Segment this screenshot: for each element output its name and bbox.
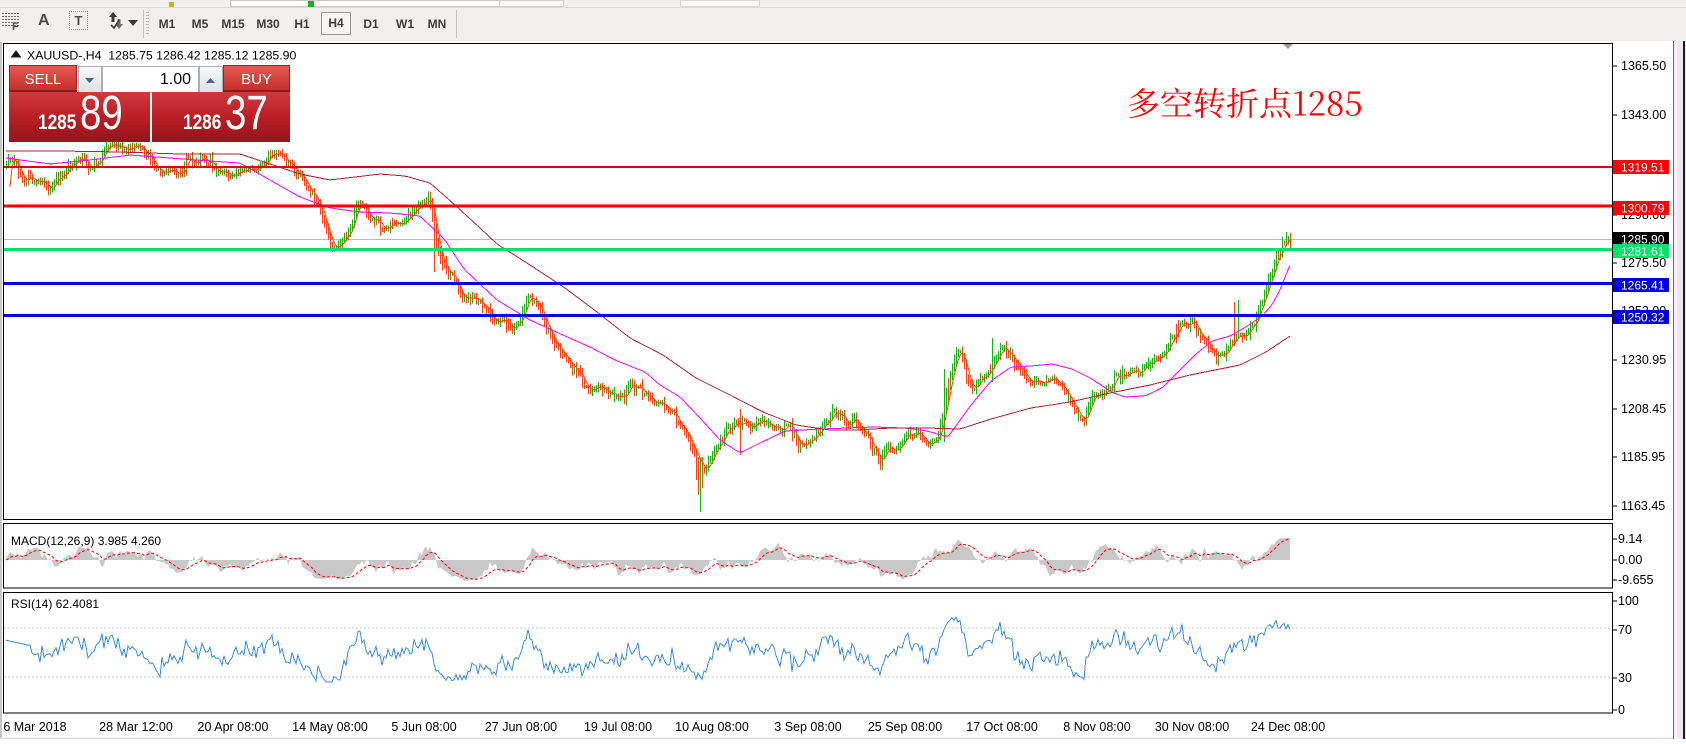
svg-text:1285.90: 1285.90: [1621, 233, 1665, 247]
svg-text:RSI(14) 62.4081: RSI(14) 62.4081: [11, 597, 99, 611]
svg-text:30 Nov 08:00: 30 Nov 08:00: [1155, 720, 1229, 734]
svg-text:3 Sep 08:00: 3 Sep 08:00: [774, 720, 841, 734]
svg-text:0: 0: [1618, 703, 1625, 717]
svg-text:XAUUSD-,H4 1285.75 1286.42 12: XAUUSD-,H4 1285.75 1286.42 1285.12 1285.…: [27, 49, 297, 63]
svg-text:6 Mar 2018: 6 Mar 2018: [3, 720, 66, 734]
svg-text:9.14: 9.14: [1618, 532, 1642, 546]
svg-text:1250.32: 1250.32: [1621, 311, 1665, 325]
svg-text:MACD(12,26,9) 3.985 4.260: MACD(12,26,9) 3.985 4.260: [11, 534, 161, 548]
svg-text:20 Apr 08:00: 20 Apr 08:00: [198, 720, 269, 734]
svg-text:1275.50: 1275.50: [1621, 256, 1666, 270]
svg-text:1365.50: 1365.50: [1621, 59, 1666, 73]
svg-text:28 Mar 12:00: 28 Mar 12:00: [99, 720, 173, 734]
svg-text:10 Aug 08:00: 10 Aug 08:00: [675, 720, 749, 734]
svg-text:1230.95: 1230.95: [1621, 353, 1666, 367]
svg-text:100: 100: [1618, 594, 1639, 608]
svg-text:1300.79: 1300.79: [1621, 202, 1665, 216]
svg-text:1163.45: 1163.45: [1621, 499, 1665, 513]
svg-text:27 Jun 08:00: 27 Jun 08:00: [485, 720, 557, 734]
svg-text:70: 70: [1618, 623, 1632, 637]
svg-text:17 Oct 08:00: 17 Oct 08:00: [966, 720, 1038, 734]
svg-text:0.00: 0.00: [1618, 553, 1642, 567]
svg-text:1281.61: 1281.61: [1621, 245, 1665, 259]
svg-text:5 Jun 08:00: 5 Jun 08:00: [391, 720, 456, 734]
svg-text:19 Jul 08:00: 19 Jul 08:00: [584, 720, 652, 734]
svg-text:1319.51: 1319.51: [1621, 161, 1665, 175]
svg-text:8 Nov 08:00: 8 Nov 08:00: [1063, 720, 1130, 734]
svg-text:1208.45: 1208.45: [1621, 402, 1666, 416]
svg-text:1343.00: 1343.00: [1621, 108, 1666, 122]
svg-text:1185.95: 1185.95: [1621, 450, 1665, 464]
svg-text:1265.41: 1265.41: [1621, 279, 1665, 293]
svg-text:25 Sep 08:00: 25 Sep 08:00: [868, 720, 942, 734]
svg-text:-9.655: -9.655: [1618, 573, 1653, 587]
svg-text:14 May 08:00: 14 May 08:00: [292, 720, 368, 734]
svg-text:24 Dec 08:00: 24 Dec 08:00: [1251, 720, 1325, 734]
svg-text:30: 30: [1618, 671, 1632, 685]
